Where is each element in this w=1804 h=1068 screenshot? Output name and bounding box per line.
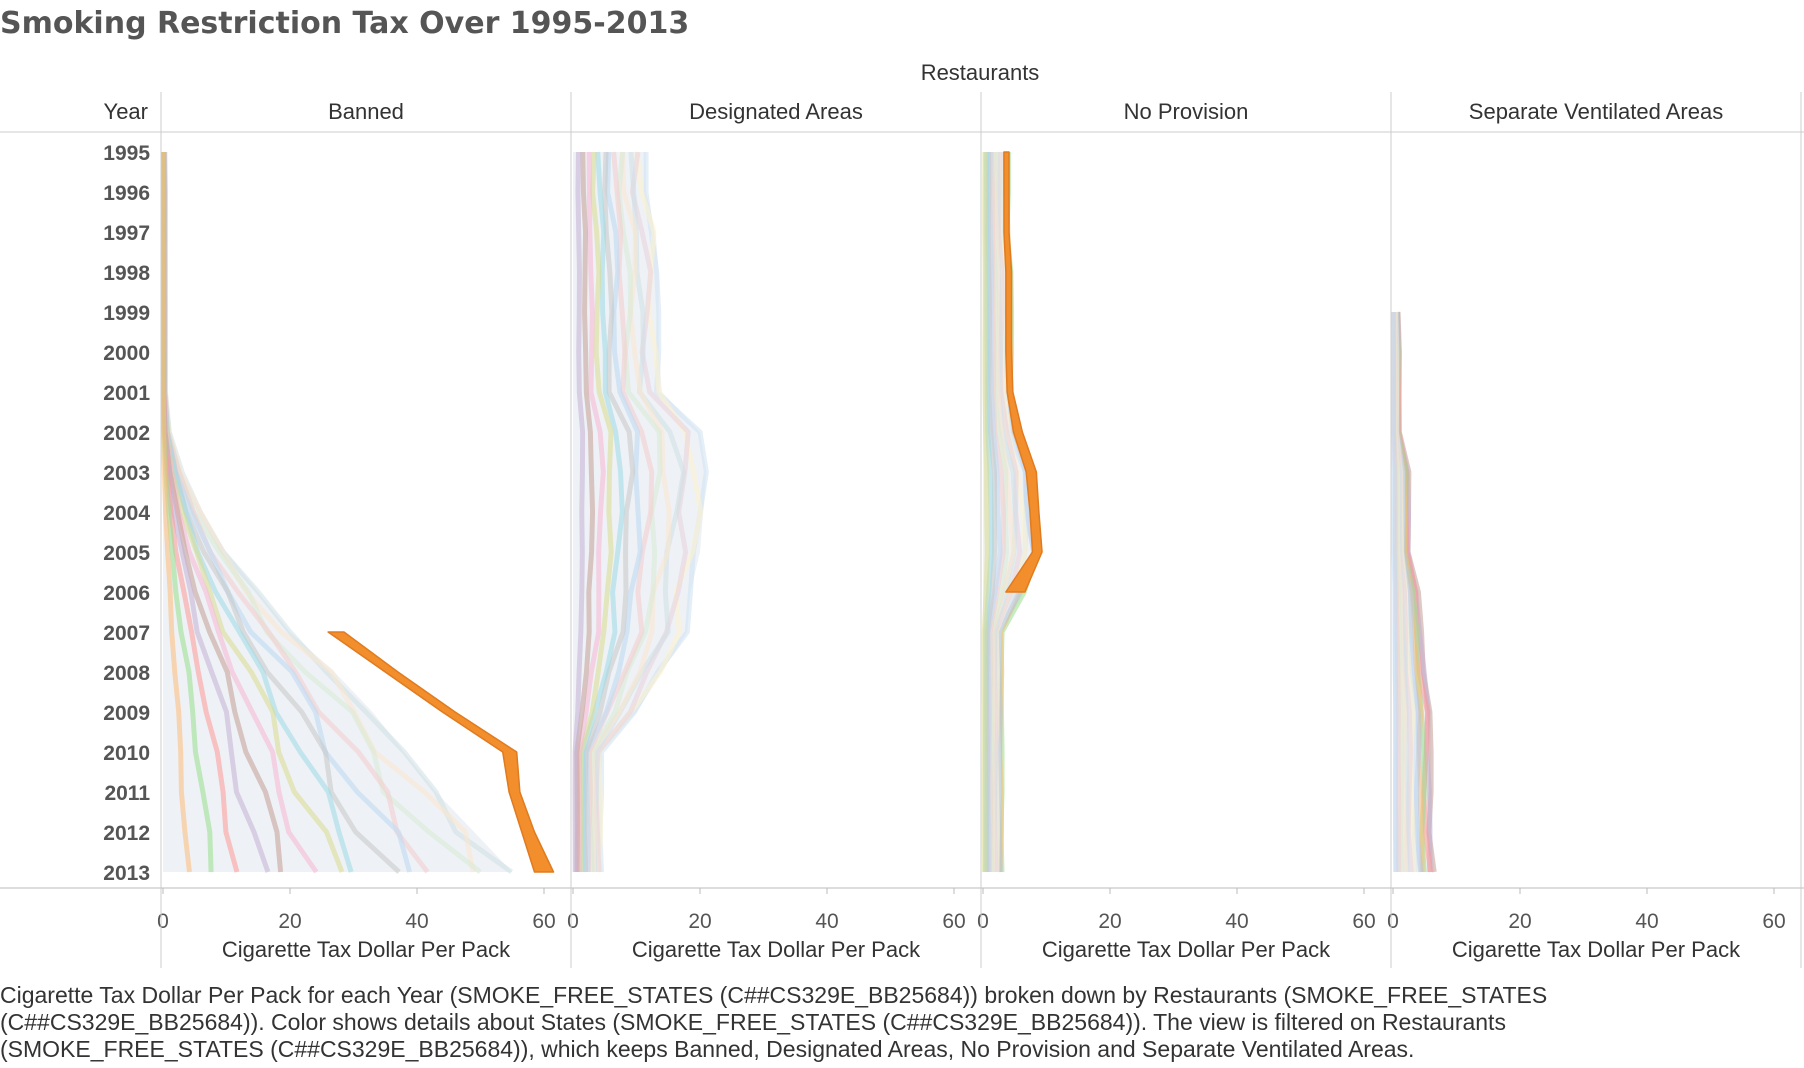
x-tick-label-2-40: 40 [1225, 910, 1248, 933]
year-axis: 1995 1996 1997 1998 1999 2000 2001 2002 2003 2004… [103, 142, 150, 885]
state-band-1-6 [582, 151, 636, 873]
state-band-1-1 [572, 151, 586, 873]
year-label-2009: 2009 [103, 702, 150, 725]
year-label-2006: 2006 [103, 582, 150, 605]
panel-3 [1390, 311, 1437, 873]
year-label-2000: 2000 [103, 342, 150, 365]
year-label-1995: 1995 [103, 142, 150, 165]
x-axis-label-1: Cigarette Tax Dollar Per Pack [632, 937, 921, 962]
x-tick-label-0-0: 0 [157, 910, 169, 933]
year-label-2013: 2013 [103, 862, 150, 885]
year-label-2001: 2001 [103, 382, 150, 405]
panel-header-1: Designated Areas [689, 99, 863, 124]
year-label-2011: 2011 [104, 782, 150, 805]
x-axis-label-3: Cigarette Tax Dollar Per Pack [1452, 937, 1741, 962]
x-tick-label-2-20: 20 [1098, 910, 1121, 933]
x-axis-label-0: Cigarette Tax Dollar Per Pack [222, 937, 511, 962]
x-tick-label-2-60: 60 [1352, 910, 1375, 933]
state-band-3-1 [1390, 311, 1399, 873]
chart-title: Smoking Restriction Tax Over 1995-2013 [0, 6, 689, 41]
x-tick-label-0-40: 40 [405, 910, 428, 933]
panel-header-3: Separate Ventilated Areas [1469, 99, 1723, 124]
small-multiples-area-chart: Smoking Restriction Tax Over 1995-2013 R… [0, 6, 1804, 968]
x-tick-label-1-40: 40 [815, 910, 838, 933]
year-label-2003: 2003 [103, 462, 150, 485]
year-label-2004: 2004 [103, 502, 150, 525]
x-tick-label-2-0: 0 [977, 910, 989, 933]
panel-0-envelope [163, 152, 513, 872]
x-axis-label-2: Cigarette Tax Dollar Per Pack [1042, 937, 1331, 962]
x-tick-label-3-60: 60 [1762, 910, 1785, 933]
x-tick-label-3-20: 20 [1508, 910, 1531, 933]
x-tick-label-1-0: 0 [567, 910, 579, 933]
year-label-1998: 1998 [103, 262, 150, 285]
panel-header-0: Banned [328, 99, 404, 124]
year-label-2008: 2008 [103, 662, 150, 685]
state-band-2-1 [981, 151, 990, 873]
row-header-year: Year [104, 99, 148, 124]
column-group-label: Restaurants [921, 60, 1040, 85]
year-label-2007: 2007 [103, 622, 150, 645]
highlighted-state-2 [1003, 151, 1043, 593]
panel-0 [160, 151, 555, 875]
panel-header-2: No Provision [1124, 99, 1249, 124]
chart-caption: Cigarette Tax Dollar Per Pack for each Y… [0, 982, 1548, 1062]
year-label-2005: 2005 [103, 542, 150, 565]
year-label-1996: 1996 [103, 182, 150, 205]
panels [160, 151, 1437, 875]
year-label-2010: 2010 [103, 742, 150, 765]
state-band-0-1 [160, 151, 192, 873]
x-tick-label-1-60: 60 [942, 910, 965, 933]
panel-1 [572, 151, 709, 873]
year-label-1999: 1999 [103, 302, 150, 325]
highlighted-state-0 [327, 631, 555, 873]
x-axes: 0 20 40 60 Cigarette Tax Dollar Per Pack 0 20 4… [157, 888, 1786, 962]
x-tick-label-0-60: 60 [532, 910, 555, 933]
x-tick-label-3-40: 40 [1635, 910, 1658, 933]
x-tick-label-1-20: 20 [688, 910, 711, 933]
x-tick-label-3-0: 0 [1387, 910, 1399, 933]
year-label-2012: 2012 [103, 822, 150, 845]
year-label-2002: 2002 [103, 422, 150, 445]
panel-2 [981, 151, 1043, 873]
state-band-1-3 [576, 151, 606, 873]
panel-headers: Banned Designated Areas No Provision Separa… [328, 99, 1723, 124]
x-tick-label-0-20: 20 [278, 910, 301, 933]
chart-frame [0, 92, 1804, 968]
year-label-1997: 1997 [103, 222, 150, 245]
